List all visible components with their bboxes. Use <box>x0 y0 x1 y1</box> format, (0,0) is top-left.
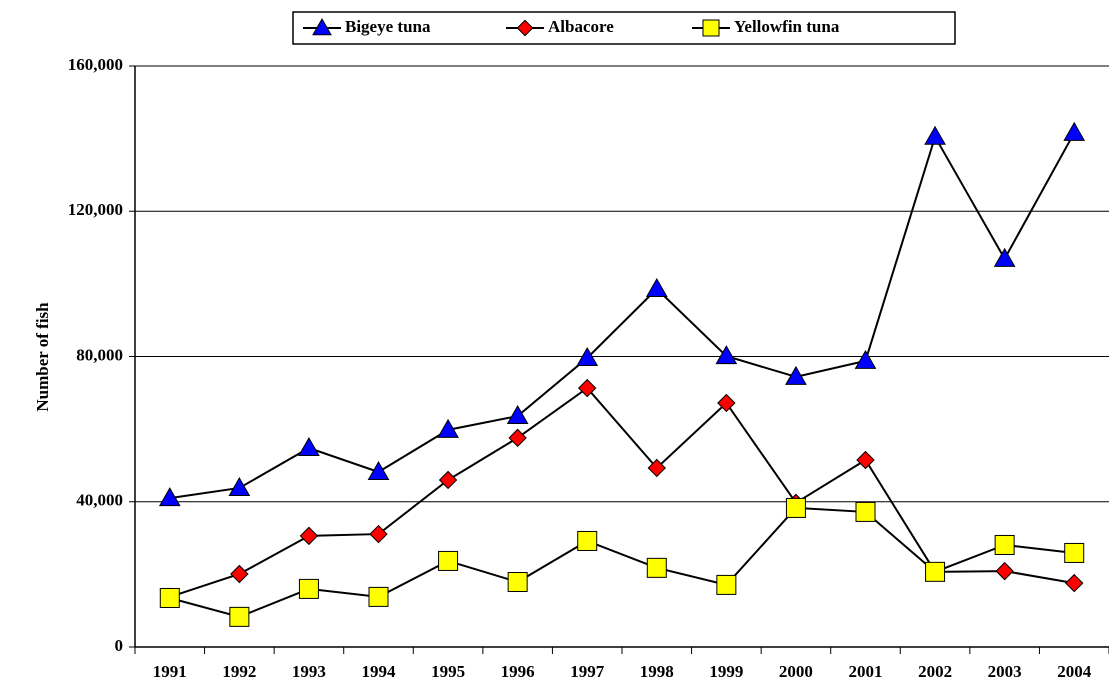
marker <box>438 550 459 571</box>
marker <box>856 450 875 470</box>
marker <box>437 418 459 438</box>
marker <box>158 487 181 507</box>
marker <box>855 501 876 522</box>
legend-label: Yellowfin tuna <box>734 17 840 36</box>
marker <box>159 587 180 608</box>
marker <box>1065 573 1084 593</box>
marker <box>298 436 320 457</box>
x-tick-label: 1993 <box>292 662 326 681</box>
legend-box <box>292 11 956 45</box>
marker <box>995 561 1014 581</box>
marker <box>993 247 1016 267</box>
marker <box>854 349 877 369</box>
y-axis-label: Number of fish <box>33 302 52 412</box>
marker <box>516 19 534 37</box>
marker <box>507 572 528 593</box>
marker <box>925 561 946 582</box>
x-tick-label: 2000 <box>779 662 813 681</box>
marker <box>717 393 736 413</box>
marker <box>716 574 737 595</box>
x-tick-label: 1994 <box>362 662 397 681</box>
marker <box>645 277 668 297</box>
marker <box>299 526 319 546</box>
marker <box>924 125 946 145</box>
marker <box>368 586 389 607</box>
y-tick-label: 40,000 <box>76 491 123 510</box>
x-tick-label: 1995 <box>431 662 465 681</box>
x-tick-label: 2003 <box>988 662 1022 681</box>
marker <box>576 346 599 366</box>
y-tick-label: 160,000 <box>68 55 123 74</box>
marker <box>577 530 598 551</box>
marker <box>367 460 390 480</box>
marker <box>785 365 807 385</box>
marker <box>1063 121 1086 141</box>
marker <box>994 534 1015 555</box>
marker <box>785 497 806 518</box>
marker <box>647 458 666 478</box>
y-tick-label: 0 <box>115 636 124 655</box>
marker <box>369 524 388 544</box>
marker <box>715 345 738 365</box>
x-tick-label: 1996 <box>501 662 535 681</box>
marker <box>298 578 319 599</box>
marker <box>438 470 458 490</box>
legend-label: Albacore <box>548 17 614 36</box>
marker <box>506 405 529 425</box>
marker <box>508 428 527 448</box>
series-line <box>169 506 1075 618</box>
x-tick-label: 1998 <box>640 662 674 681</box>
marker <box>228 476 251 496</box>
marker <box>702 19 720 37</box>
marker <box>312 17 332 36</box>
marker <box>578 378 597 398</box>
series-line <box>169 386 1075 598</box>
y-tick-label: 120,000 <box>68 200 123 219</box>
x-tick-label: 2002 <box>918 662 952 681</box>
x-tick-label: 2004 <box>1057 662 1092 681</box>
x-tick-label: 1999 <box>709 662 743 681</box>
legend-label: Bigeye tuna <box>345 17 431 36</box>
marker <box>646 557 667 578</box>
marker <box>229 606 250 627</box>
marker <box>230 564 249 584</box>
x-tick-label: 1992 <box>222 662 256 681</box>
x-tick-label: 1991 <box>153 662 187 681</box>
marker <box>1064 542 1085 563</box>
x-tick-label: 2001 <box>849 662 883 681</box>
series-line <box>169 132 1076 500</box>
y-tick-label: 80,000 <box>76 345 123 364</box>
x-tick-label: 1997 <box>570 662 605 681</box>
